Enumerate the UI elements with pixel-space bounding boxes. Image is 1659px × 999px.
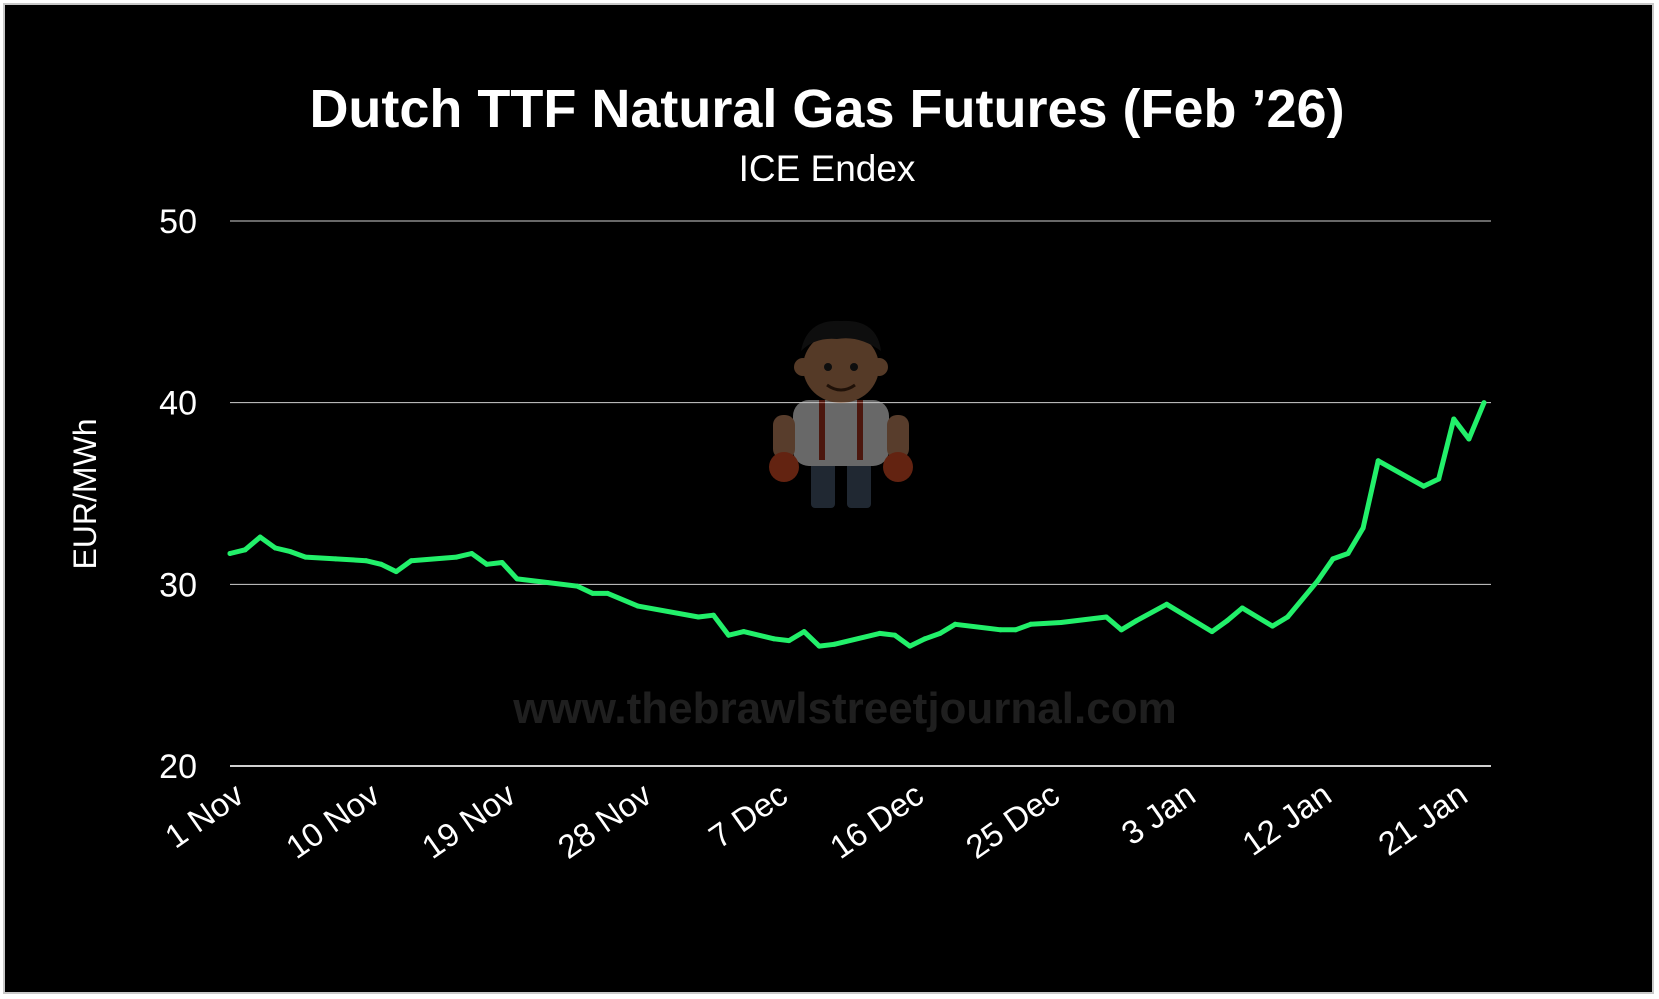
data-point [922,636,928,642]
data-point [499,560,505,565]
x-tick-label: 28 Nov [551,775,658,866]
data-point [907,643,913,649]
data-point [378,561,384,567]
data-point [635,603,641,609]
watermark: www.thebrawlstreetjournal.com [512,320,1177,733]
x-tick-labels: 1 Nov 10 Nov 19 Nov 28 Nov 7 Dec 16 Dec 25 Dec… [158,775,1474,866]
chart-frame: Dutch TTF Natural Gas Futures (Feb ’26) … [3,3,1654,994]
x-tick-label: 25 Dec [959,775,1066,865]
watermark-url: www.thebrawlstreetjournal.com [512,684,1176,733]
y-tick-label: 40 [159,385,197,423]
y-tick-label: 50 [159,203,197,241]
data-point [998,627,1003,633]
data-point [544,580,550,585]
data-point [393,569,399,575]
data-point [287,549,293,555]
data-point [771,636,777,642]
y-axis-label: EUR/MWh [67,418,103,569]
data-point [1270,623,1275,629]
data-point [726,632,732,638]
data-point [1239,605,1245,611]
data-point [242,547,248,553]
chart-canvas: Dutch TTF Natural Gas Futures (Feb ’26) … [67,79,1491,866]
data-point [741,629,747,635]
mascot-icon [769,320,913,508]
data-point [1345,551,1351,556]
data-point [695,614,701,620]
data-point [363,558,369,564]
data-point [1451,416,1457,422]
data-point [1285,614,1291,620]
data-point [877,630,883,636]
data-point [333,556,339,562]
data-point [1118,627,1124,633]
x-tick-label: 21 Jan [1371,775,1473,862]
data-point [408,558,414,564]
x-tick-label: 7 Dec [702,775,794,855]
data-point [605,590,611,596]
data-point [1375,458,1381,464]
data-point [272,545,278,551]
data-point [892,632,898,638]
data-point [816,643,822,649]
data-point [1058,620,1064,625]
data-point [469,551,475,556]
data-point [1103,614,1109,620]
x-tick-label: 19 Nov [415,775,522,866]
data-point [1330,556,1336,562]
data-point [952,621,958,627]
series [227,400,1487,649]
data-point [937,630,943,636]
data-point [454,554,460,560]
data-point [303,554,308,560]
data-point [227,551,233,556]
data-point [1028,621,1034,627]
data-point [801,629,807,635]
y-tick-label: 20 [159,748,197,786]
data-point [514,576,520,582]
data-point [1466,436,1472,442]
data-point [257,534,263,540]
data-point [1436,476,1442,482]
data-point [786,638,792,644]
data-point [831,641,837,647]
data-point [1360,525,1366,531]
data-point [711,612,716,618]
data-point [1315,578,1321,584]
chart-title: Dutch TTF Natural Gas Futures (Feb ’26) [309,79,1344,139]
data-point [575,583,580,589]
x-tick-label: 1 Nov [158,775,250,855]
data-point [1481,400,1487,406]
data-point [1209,629,1215,635]
x-tick-label: 3 Jan [1114,775,1201,852]
data-point [484,561,490,567]
y-tick-label: 30 [159,566,197,604]
x-tick-label: 16 Dec [823,775,930,865]
data-point [1013,627,1019,633]
data-point [1224,618,1230,624]
chart-subtitle: ICE Endex [739,148,916,189]
x-tick-label: 10 Nov [279,775,386,866]
data-point [1134,618,1139,624]
y-tick-labels: 20 30 40 50 [159,203,197,786]
data-point [1164,601,1170,607]
x-tick-label: 12 Jan [1235,775,1337,862]
data-point [590,590,596,596]
data-point [1421,483,1427,489]
